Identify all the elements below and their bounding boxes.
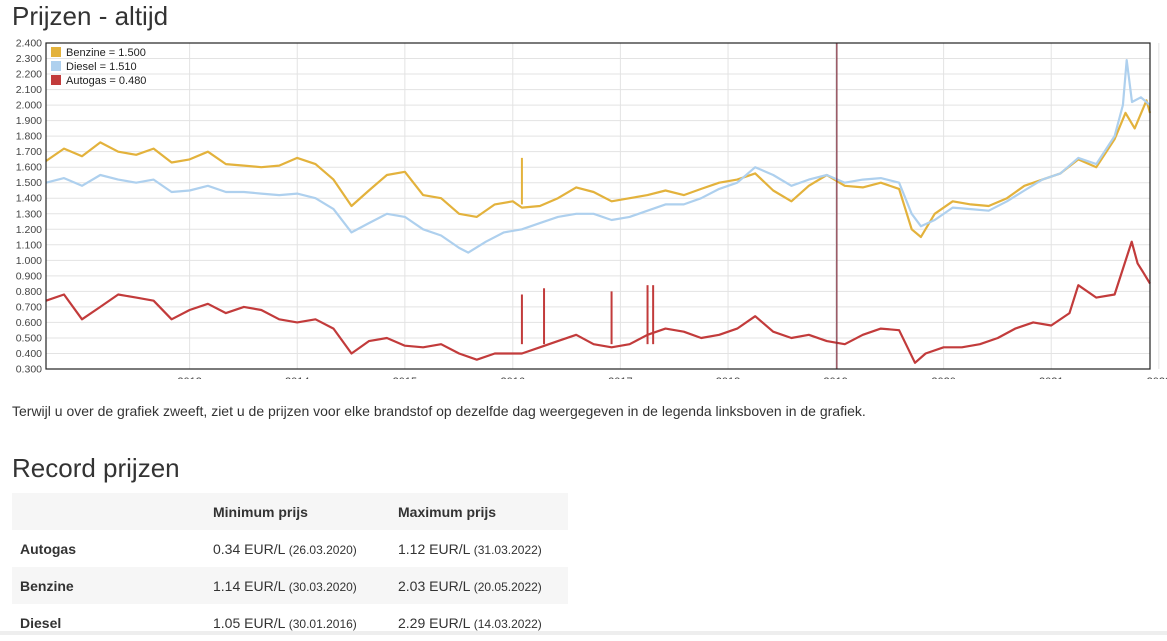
x-tick-label: 2021: [1039, 376, 1063, 379]
y-tick-label: 0.800: [16, 286, 42, 298]
fuel-name: Benzine: [12, 567, 205, 604]
y-tick-label: 1.600: [16, 162, 42, 174]
records-title: Record prijzen: [12, 453, 180, 483]
y-tick-label: 1.900: [16, 115, 42, 127]
y-tick-label: 2.400: [16, 38, 42, 50]
max-price: 2.29 EUR/L: [398, 614, 470, 631]
records-table: Minimum prijs Maximum prijs Autogas 0.34…: [12, 493, 568, 641]
y-tick-label: 0.500: [16, 332, 42, 344]
min-price: 1.14 EUR/L: [213, 577, 285, 594]
max-date: (20.05.2022): [473, 579, 542, 594]
min-cell: 0.34 EUR/L (26.03.2020): [205, 530, 390, 567]
x-tick-label: 2020: [931, 376, 955, 379]
legend-label: Benzine = 1.500: [66, 47, 146, 59]
plot-frame: [45, 42, 1151, 370]
y-axis-ticks: 2.400 2.300 2.200 2.100 2.000 1.900 1.800 1.700…: [16, 38, 42, 376]
x-tick-label: 2017: [608, 376, 632, 379]
series-line-diesel: [45, 59, 1151, 254]
records-header-row: Minimum prijs Maximum prijs: [12, 493, 568, 530]
price-chart[interactable]: 2.400 2.300 2.200 2.100 2.000 1.900 1.800 1.700…: [0, 34, 1167, 380]
y-tick-label: 1.700: [16, 146, 42, 158]
legend-swatch: [51, 61, 61, 71]
min-date: (30.01.2016): [288, 616, 357, 631]
y-tick-label: 0.300: [16, 364, 42, 376]
max-price: 2.03 EUR/L: [398, 577, 470, 594]
min-date: (30.03.2020): [288, 579, 357, 594]
header-fuel: [12, 493, 205, 530]
y-tick-label: 1.100: [16, 239, 42, 251]
table-row: Autogas 0.34 EUR/L (26.03.2020) 1.12 EUR…: [12, 530, 568, 567]
y-tick-label: 1.200: [16, 224, 42, 236]
series-line-benzine: [45, 99, 1152, 239]
x-tick-label: 2014: [285, 376, 309, 379]
min-price: 0.34 EUR/L: [213, 540, 285, 557]
max-cell: 1.12 EUR/L (31.03.2022): [390, 530, 568, 567]
bottom-scroll-area: [0, 631, 1167, 635]
y-tick-label: 1.500: [16, 177, 42, 189]
page-title: Prijzen - altijd: [12, 1, 169, 31]
x-tick-label: 2013: [177, 376, 201, 379]
chart-series: [45, 59, 1152, 364]
legend-swatch: [51, 75, 61, 85]
min-date: (26.03.2020): [288, 542, 357, 557]
legend-swatch: [51, 47, 61, 57]
fuel-name: Diesel: [20, 614, 62, 631]
y-tick-label: 2.300: [16, 53, 42, 65]
min-price: 1.05 EUR/L: [213, 614, 285, 631]
y-tick-label: 2.100: [16, 84, 42, 96]
legend-label: Diesel = 1.510: [66, 61, 137, 73]
y-tick-label: 2.200: [16, 69, 42, 81]
series-line-autogas: [45, 240, 1151, 364]
x-axis-ticks: 2013 2014 2015 2016 2017 2018 2019 2020 2021 2022: [177, 376, 1167, 379]
max-date: (14.03.2022): [473, 616, 542, 631]
table-row: Diesel 1.05 EUR/L (30.01.2016) 2.29 EUR/…: [12, 604, 568, 641]
y-tick-label: 0.900: [16, 270, 42, 282]
max-price: 1.12 EUR/L: [398, 540, 470, 557]
x-tick-label: 2022: [1147, 376, 1167, 379]
y-tick-label: 0.400: [16, 348, 42, 360]
x-tick-label: 2018: [716, 376, 740, 379]
x-tick-label: 2015: [393, 376, 417, 379]
table-row: Benzine 1.14 EUR/L (30.03.2020) 2.03 EUR…: [12, 567, 568, 604]
y-tick-label: 1.300: [16, 208, 42, 220]
header-min: Minimum prijs: [205, 493, 390, 530]
chart-hint: Terwijl u over de grafiek zweeft, ziet u…: [12, 403, 866, 419]
header-max: Maximum prijs: [390, 493, 568, 530]
y-tick-label: 0.600: [16, 317, 42, 329]
y-tick-label: 1.000: [16, 255, 42, 267]
min-cell: 1.05 EUR/L (30.01.2016): [205, 604, 390, 641]
y-tick-label: 2.000: [16, 100, 42, 112]
max-cell: 2.29 EUR/L (14.03.2022): [390, 604, 568, 641]
y-tick-label: 1.400: [16, 193, 42, 205]
x-tick-label: 2019: [823, 376, 847, 379]
y-tick-label: 1.800: [16, 131, 42, 143]
fuel-name: Autogas: [20, 540, 76, 557]
legend-label: Autogas = 0.480: [66, 75, 146, 87]
y-tick-label: 0.700: [16, 301, 42, 313]
max-date: (31.03.2022): [473, 542, 542, 557]
min-cell: 1.14 EUR/L (30.03.2020): [205, 567, 390, 604]
max-cell: 2.03 EUR/L (20.05.2022): [390, 567, 568, 604]
chart-grid: [46, 42, 1160, 370]
x-tick-label: 2016: [501, 376, 525, 379]
chart-legend: Benzine = 1.500 Diesel = 1.510 Autogas = 0…: [51, 47, 146, 87]
